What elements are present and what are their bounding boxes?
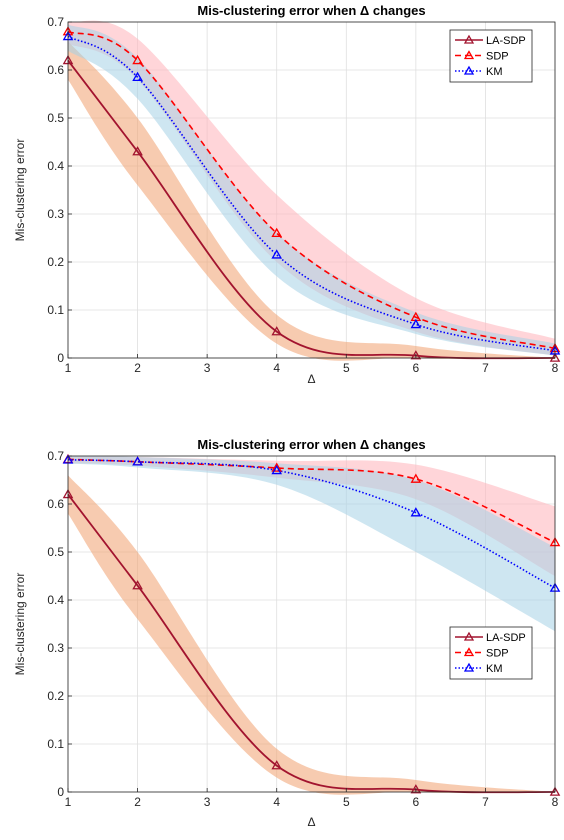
legend-marker-km bbox=[463, 662, 475, 672]
x-tick-label: 4 bbox=[273, 361, 280, 375]
series-line-sdp bbox=[67, 30, 556, 350]
data-point-km bbox=[132, 71, 143, 81]
y-tick-label: 0.2 bbox=[47, 255, 64, 269]
x-tick-label: 1 bbox=[65, 361, 72, 375]
x-tick-label: 4 bbox=[273, 795, 280, 809]
data-point-km bbox=[410, 507, 422, 517]
legend: LA-SDP SDP KM bbox=[449, 29, 533, 83]
y-tick-label: 0.3 bbox=[47, 641, 64, 655]
data-point-la-sdp bbox=[271, 760, 283, 770]
legend-box bbox=[449, 626, 533, 680]
y-tick-label: 0.5 bbox=[47, 545, 64, 559]
band-la-sdp bbox=[68, 41, 555, 361]
axes-box bbox=[67, 21, 556, 359]
x-axis-label: Δ bbox=[307, 815, 315, 829]
data-point-km bbox=[271, 464, 283, 475]
legend-marker-sdp bbox=[463, 50, 475, 60]
legend-label-km: KM bbox=[486, 66, 503, 78]
data-point-la-sdp bbox=[132, 580, 143, 590]
legend-label-sdp: SDP bbox=[486, 51, 509, 63]
series-line-sdp bbox=[67, 458, 556, 544]
band-km bbox=[68, 24, 555, 356]
axes-box bbox=[67, 455, 556, 793]
legend-label-km: KM bbox=[486, 663, 503, 675]
legend-marker-km bbox=[463, 65, 475, 75]
x-tick-label: 6 bbox=[413, 795, 420, 809]
y-tick-label: 0.5 bbox=[47, 111, 64, 125]
x-tick-label: 5 bbox=[343, 361, 350, 375]
x-tick-label: 5 bbox=[343, 795, 350, 809]
chart-bottom: 1 2 3 4 5 6 7 8 0 0.1 0.2 0.3 0.4 0.5 0.6 0.7 Mis-cluste… bbox=[13, 437, 561, 829]
data-point-la-sdp bbox=[271, 326, 283, 336]
legend-box bbox=[449, 29, 533, 83]
legend-marker-sdp bbox=[463, 647, 475, 657]
data-point-sdp bbox=[410, 473, 422, 483]
series-line-km bbox=[67, 459, 556, 589]
x-tick-label: 3 bbox=[204, 361, 211, 375]
data-point-la-sdp bbox=[410, 784, 422, 794]
band-km bbox=[68, 456, 555, 632]
legend: LA-SDP SDP KM bbox=[449, 626, 533, 680]
y-axis-label: Mis-clustering error bbox=[13, 573, 27, 676]
y-tick-label: 0.7 bbox=[47, 449, 64, 463]
data-point-km bbox=[271, 249, 283, 259]
data-point-la-sdp bbox=[549, 786, 561, 796]
data-point-sdp bbox=[271, 227, 283, 238]
y-tick-label: 0 bbox=[57, 351, 64, 365]
chart-top: 1 2 3 4 5 6 7 8 0 0.1 0.2 0.3 0.4 0.5 0.6 0.7 Mis-cluste… bbox=[13, 3, 561, 386]
y-tick-label: 0.6 bbox=[47, 63, 64, 77]
x-tick-label: 8 bbox=[552, 795, 559, 809]
data-point-la-sdp bbox=[410, 350, 422, 360]
x-tick-label: 2 bbox=[134, 795, 141, 809]
y-tick-label: 0.1 bbox=[47, 303, 64, 317]
data-point-sdp bbox=[132, 54, 143, 65]
legend-marker-la-sdp bbox=[463, 631, 475, 641]
x-tick-label: 8 bbox=[552, 361, 559, 375]
data-point-la-sdp bbox=[132, 146, 143, 156]
x-tick-label: 7 bbox=[482, 795, 489, 809]
x-tick-label: 1 bbox=[65, 795, 72, 809]
y-axis-label: Mis-clustering error bbox=[13, 139, 27, 242]
data-point-la-sdp bbox=[549, 352, 561, 362]
band-la-sdp bbox=[68, 475, 555, 795]
data-point-km bbox=[132, 456, 143, 466]
y-tick-label: 0 bbox=[57, 785, 64, 799]
chart-title: Mis-clustering error when Δ changes bbox=[197, 437, 425, 452]
x-axis-label: Δ bbox=[307, 372, 315, 386]
chart-title: Mis-clustering error when Δ changes bbox=[197, 3, 425, 18]
band-sdp bbox=[68, 20, 555, 356]
data-point-km bbox=[410, 318, 422, 329]
y-tick-label: 0.3 bbox=[47, 207, 64, 221]
y-tick-label: 0.2 bbox=[47, 689, 64, 703]
y-tick-label: 0.7 bbox=[47, 15, 64, 29]
data-point-sdp bbox=[271, 462, 283, 472]
x-tick-label: 7 bbox=[482, 361, 489, 375]
legend-marker-la-sdp bbox=[463, 34, 475, 44]
band-sdp bbox=[68, 456, 555, 576]
x-tick-label: 2 bbox=[134, 361, 141, 375]
legend-label-la-sdp: LA-SDP bbox=[486, 35, 526, 47]
y-tick-label: 0.4 bbox=[47, 593, 64, 607]
legend-label-la-sdp: LA-SDP bbox=[486, 632, 526, 644]
x-tick-label: 6 bbox=[413, 361, 420, 375]
y-tick-label: 0.6 bbox=[47, 497, 64, 511]
x-tick-label: 3 bbox=[204, 795, 211, 809]
y-tick-label: 0.4 bbox=[47, 159, 64, 173]
y-tick-label: 0.1 bbox=[47, 737, 64, 751]
legend-label-sdp: SDP bbox=[486, 648, 509, 660]
